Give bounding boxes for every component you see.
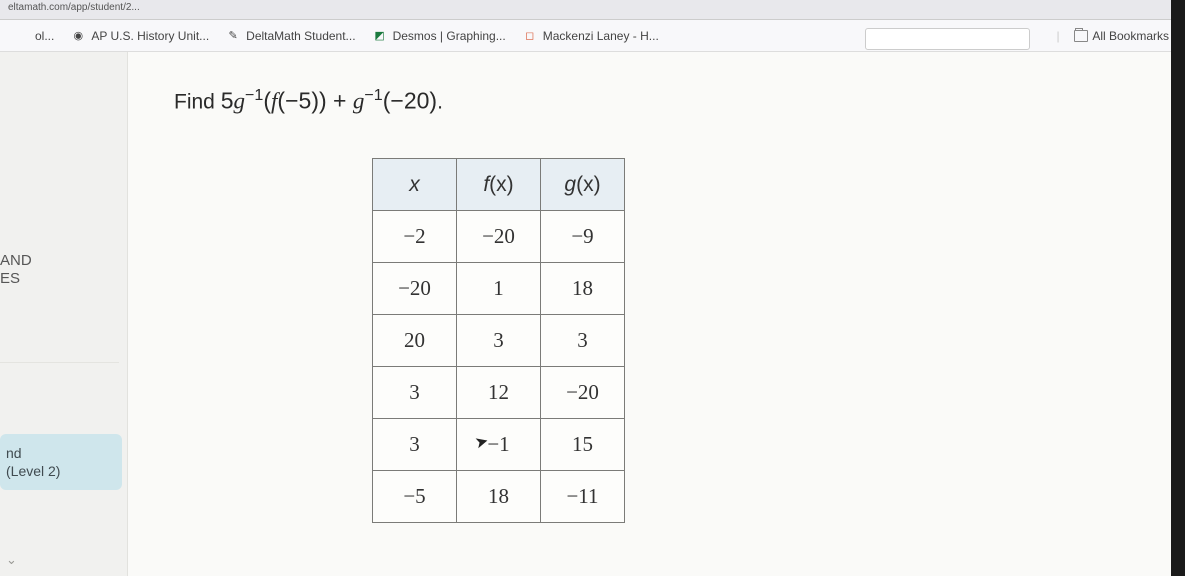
- table-cell: 1: [457, 263, 541, 315]
- col-gx: g(x): [541, 159, 625, 211]
- folder-icon: [1074, 30, 1088, 42]
- question-text: Find 5g−1(f(−5)) + g−1(−20).: [174, 86, 443, 115]
- table-row: 312−20: [373, 367, 625, 419]
- sidebar-level-button[interactable]: nd (Level 2): [0, 434, 122, 490]
- sidebar-heading: AND ES: [0, 252, 32, 288]
- doc-icon: ◻: [522, 28, 538, 44]
- bookmark-icon: [14, 28, 30, 44]
- table-row: 2033: [373, 315, 625, 367]
- table-cell: −20: [541, 367, 625, 419]
- deltamath-icon: ✎: [225, 28, 241, 44]
- bookmark-item[interactable]: ol...: [6, 25, 62, 47]
- table-cell: −20: [457, 211, 541, 263]
- table-cell: 3: [373, 419, 457, 471]
- table-cell: 3: [541, 315, 625, 367]
- all-bookmarks-button[interactable]: | All Bookmarks: [1047, 26, 1179, 46]
- sidebar-divider: [0, 362, 119, 363]
- table-cell: 18: [541, 263, 625, 315]
- table-cell: −11: [541, 471, 625, 523]
- url-bar: eltamath.com/app/student/2...: [0, 0, 1185, 20]
- bookmark-item[interactable]: ◻ Mackenzi Laney - H...: [514, 25, 667, 47]
- bookmark-item[interactable]: ✎ DeltaMath Student...: [217, 25, 363, 47]
- all-bookmarks-label: All Bookmarks: [1092, 29, 1169, 43]
- table-cell: 3: [457, 315, 541, 367]
- table-cell: −2: [373, 211, 457, 263]
- table-cell: −9: [541, 211, 625, 263]
- sidebar: AND ES nd (Level 2) ⌄: [0, 52, 128, 576]
- table-row: −518−11: [373, 471, 625, 523]
- table-cell: 12: [457, 367, 541, 419]
- table-header-row: x f(x) g(x): [373, 159, 625, 211]
- bookmark-label: ol...: [35, 29, 54, 43]
- table-cell: 15: [541, 419, 625, 471]
- table-cell: 3: [373, 367, 457, 419]
- bookmark-label: AP U.S. History Unit...: [91, 29, 209, 43]
- screen-edge: [1171, 0, 1185, 576]
- table-cell: 18: [457, 471, 541, 523]
- function-table: x f(x) g(x) −2−20−9−201182033312−203−115…: [372, 158, 625, 523]
- table-row: 3−115: [373, 419, 625, 471]
- bookmark-label: Desmos | Graphing...: [393, 29, 506, 43]
- col-fx: f(x): [457, 159, 541, 211]
- search-box[interactable]: [865, 28, 1030, 50]
- desmos-icon: ◩: [372, 28, 388, 44]
- globe-icon: ◉: [70, 28, 86, 44]
- table-cell: 20: [373, 315, 457, 367]
- table-cell: −5: [373, 471, 457, 523]
- bookmark-item[interactable]: ◩ Desmos | Graphing...: [364, 25, 514, 47]
- bookmark-label: DeltaMath Student...: [246, 29, 355, 43]
- chevron-down-icon[interactable]: ⌄: [6, 552, 17, 568]
- content-area: Find 5g−1(f(−5)) + g−1(−20). x f(x) g(x)…: [140, 52, 1171, 576]
- table-cell: −20: [373, 263, 457, 315]
- bookmark-item[interactable]: ◉ AP U.S. History Unit...: [62, 25, 217, 47]
- col-x: x: [373, 159, 457, 211]
- table-row: −2−20−9: [373, 211, 625, 263]
- table-cell: −1: [457, 419, 541, 471]
- table-row: −20118: [373, 263, 625, 315]
- bookmark-label: Mackenzi Laney - H...: [543, 29, 659, 43]
